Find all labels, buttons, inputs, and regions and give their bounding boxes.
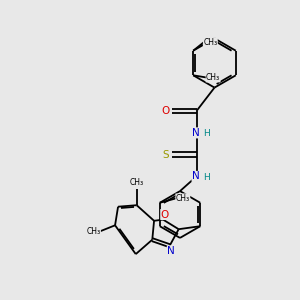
Text: N: N <box>167 246 175 256</box>
Text: CH₃: CH₃ <box>176 194 190 203</box>
Text: CH₃: CH₃ <box>206 73 220 82</box>
Text: CH₃: CH₃ <box>86 227 100 236</box>
Text: CH₃: CH₃ <box>130 178 144 187</box>
Text: N: N <box>192 128 200 138</box>
Text: H: H <box>203 173 209 182</box>
Text: O: O <box>161 106 170 116</box>
Text: S: S <box>162 149 169 160</box>
Text: O: O <box>161 209 169 220</box>
Text: N: N <box>192 171 200 182</box>
Text: CH₃: CH₃ <box>203 38 218 47</box>
Text: H: H <box>203 129 209 138</box>
